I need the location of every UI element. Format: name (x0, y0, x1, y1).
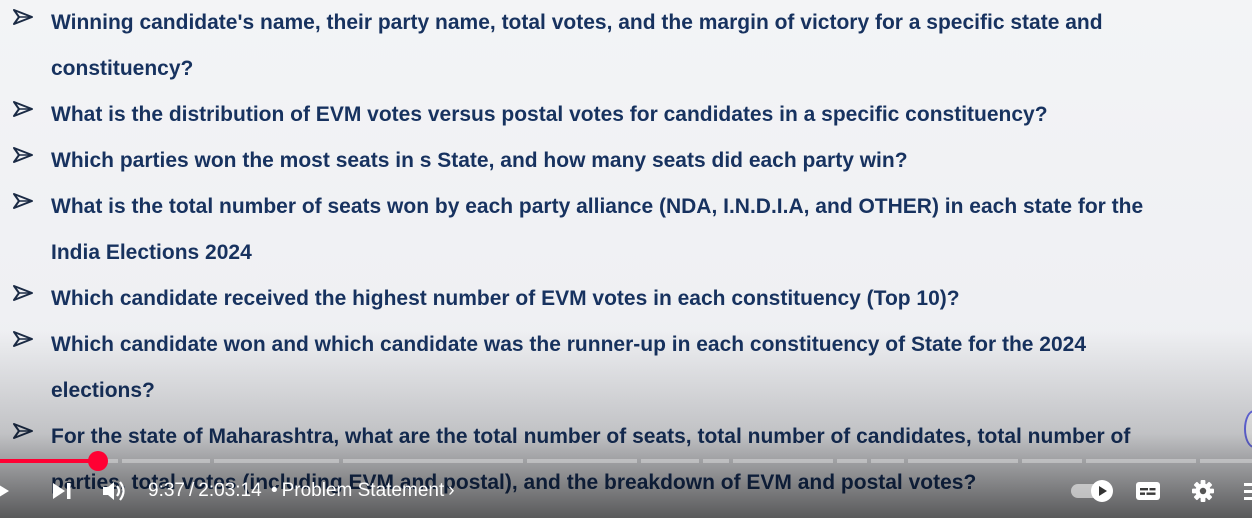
miniplayer-icon[interactable] (1240, 476, 1252, 506)
question-text: What is the distribution of EVM votes ve… (51, 103, 1048, 126)
autoplay-toggle-icon[interactable] (1070, 476, 1116, 506)
volume-icon[interactable] (101, 476, 129, 506)
scrubber-handle[interactable] (88, 451, 108, 471)
progress-played (0, 459, 98, 463)
arrowhead-bullet-icon (13, 147, 33, 163)
question-text: For the state of Maharashtra, what are t… (51, 425, 1131, 448)
chapter-segment[interactable] (122, 459, 210, 463)
chapter-segment[interactable] (214, 459, 339, 463)
question-text: Which parties won the most seats in s St… (51, 149, 908, 172)
arrowhead-bullet-icon (13, 331, 33, 347)
progress-bar[interactable] (0, 451, 1252, 471)
arrowhead-bullet-icon (13, 285, 33, 301)
play-icon[interactable] (0, 476, 14, 506)
chapter-segment[interactable] (527, 459, 637, 463)
chapter-chevron-icon[interactable]: › (448, 480, 455, 501)
time-display: 9:37/2:03:14 • Problem Statement › (148, 478, 455, 504)
chapter-segment[interactable] (1200, 459, 1252, 463)
chapter-segment[interactable] (1086, 459, 1196, 463)
question-text: Which candidate won and which candidate … (51, 333, 1087, 356)
question-text: Winning candidate's name, their party na… (51, 11, 1103, 34)
chapter-segment[interactable] (1022, 459, 1082, 463)
chapter-segment[interactable] (837, 459, 867, 463)
question-text-continued: elections? (51, 379, 155, 402)
question-text: What is the total number of seats won by… (51, 195, 1144, 218)
arrowhead-bullet-icon (13, 423, 33, 439)
arrowhead-bullet-icon (13, 101, 33, 117)
chapter-segment[interactable] (908, 459, 1018, 463)
settings-gear-icon[interactable] (1189, 476, 1217, 506)
chapter-dot: • (270, 480, 278, 501)
question-text-continued: constituency? (51, 57, 194, 80)
question-text-continued: India Elections 2024 (51, 241, 252, 264)
arrowhead-bullet-icon (13, 193, 33, 209)
chapter-segment[interactable] (641, 459, 699, 463)
captions-icon[interactable] (1134, 476, 1162, 506)
chapter-segment[interactable] (343, 459, 523, 463)
current-time: 9:37 (148, 480, 185, 501)
chapter-segment[interactable] (871, 459, 904, 463)
chapter-segment[interactable] (733, 459, 833, 463)
arrowhead-bullet-icon (13, 9, 33, 25)
time-separator: / (188, 480, 195, 501)
question-text: Which candidate received the highest num… (51, 287, 960, 310)
duration: 2:03:14 (198, 480, 262, 501)
chapter-segment[interactable] (703, 459, 729, 463)
chapter-title[interactable]: Problem Statement (281, 480, 445, 501)
next-icon[interactable] (50, 476, 74, 506)
